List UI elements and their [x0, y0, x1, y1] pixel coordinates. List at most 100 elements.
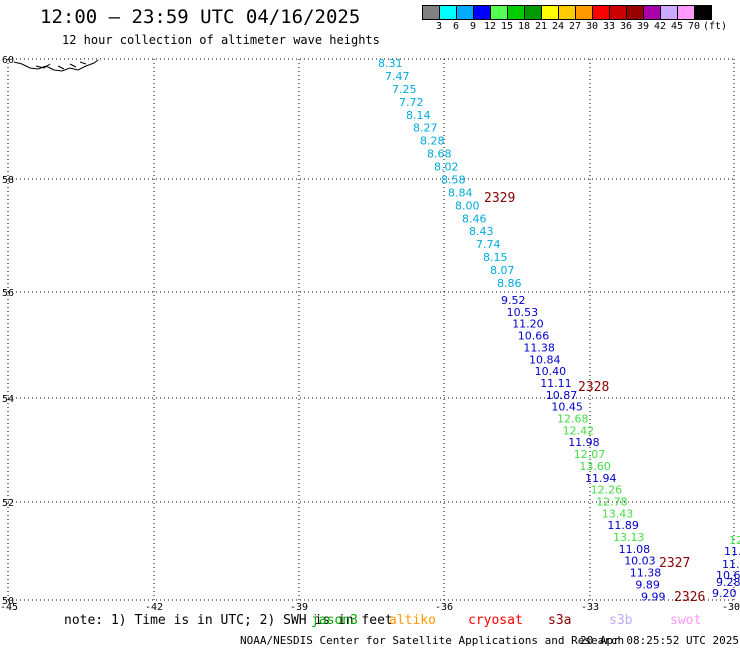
legend-unit: (ft) — [702, 21, 728, 32]
satellite-s3b: s3b — [609, 613, 633, 628]
wave-height-label: 11.08 — [619, 543, 651, 556]
satellite-altiko: altiko — [389, 613, 436, 628]
tick-label: -30 — [722, 602, 740, 612]
wave-height-label: 10.6 — [716, 569, 740, 582]
legend-label: 30 — [585, 21, 599, 32]
wave-height-label: 8.14 — [406, 109, 431, 122]
chart-title: 12:00 – 23:59 UTC 04/16/2025 — [40, 6, 361, 28]
wave-height-label: 8.15 — [483, 251, 508, 264]
color-legend: 3 6 9 12 15 18 21 24 27 30 33 36 39 42 45 70 (ft) — [422, 5, 740, 34]
legend-label: 42 — [653, 21, 667, 32]
tick-label: 60 — [2, 55, 14, 66]
wave-height-label: 10.66 — [518, 330, 550, 343]
wave-height-label: 11.20 — [512, 318, 544, 331]
tick-label: -45 — [0, 602, 18, 612]
footer-timestamp: 20 Apr 08:25:52 UTC 2025 — [580, 634, 739, 647]
wave-height-label: 8.58 — [441, 173, 466, 186]
legend-label: 36 — [619, 21, 633, 32]
wave-height-label: 7.74 — [476, 238, 501, 251]
wave-height-label: 11.11 — [540, 377, 572, 390]
wave-height-label: 12.68 — [557, 413, 589, 426]
footer-credit: NOAA/NESDIS Center for Satellite Applica… — [240, 634, 625, 647]
tick-label: 54 — [2, 394, 14, 405]
orbit-labels: 2329 2328 2327 2326 — [484, 191, 705, 605]
legend-label: 12 — [483, 21, 497, 32]
legend-label: 15 — [500, 21, 514, 32]
coastline-fragment — [13, 59, 99, 72]
legend-swatch — [694, 5, 712, 20]
wave-height-label: 9.28 — [716, 576, 740, 589]
wave-height-label: 11.38 — [523, 341, 555, 354]
orbit-number-label: 2326 — [674, 590, 705, 605]
wave-height-label: 12.42 — [563, 424, 595, 437]
tick-label: 50 — [2, 596, 14, 607]
wave-height-label: 7.25 — [392, 83, 417, 96]
wave-height-label: 7.47 — [385, 70, 410, 83]
wave-height-label: 10.87 — [546, 389, 578, 402]
coastline-fragment — [35, 61, 87, 70]
wave-height-label: 8.27 — [413, 122, 438, 135]
wave-height-label: 11.98 — [568, 436, 600, 449]
axis-tick-labels: 60 58 56 54 52 50-45 -42 -39 -36 -33 -30 — [0, 55, 740, 612]
legend-labels: 3 6 9 12 15 18 21 24 27 30 33 36 39 42 45 70 (ft) — [422, 20, 740, 34]
wave-height-label: 9.99 — [641, 590, 666, 603]
wave-height-label: 11.3 — [722, 558, 740, 571]
wave-height-label: 13.60 — [579, 460, 611, 473]
orbit-number-label: 2329 — [484, 191, 515, 206]
wave-height-label: 8.00 — [455, 199, 480, 212]
wave-height-label: 11.89 — [607, 519, 639, 532]
legend-label: 33 — [602, 21, 616, 32]
wave-height-label: 10.84 — [529, 353, 561, 366]
wave-height-label: 12.07 — [574, 448, 606, 461]
tick-label: -42 — [145, 602, 163, 612]
wave-height-label: 8.68 — [427, 148, 452, 161]
legend-label: 45 — [670, 21, 684, 32]
orbit-number-label: 2328 — [578, 380, 609, 395]
wave-height-label: 7.72 — [399, 96, 424, 109]
wave-height-label: 12 — [729, 534, 740, 547]
note-text: note: 1) Time is in UTC; 2) SWH is in fe… — [64, 613, 393, 628]
wave-height-label: 8.31 — [378, 57, 403, 70]
wave-height-label: 12.78 — [596, 495, 628, 508]
legend-label: 39 — [636, 21, 650, 32]
satellite-cryosat: cryosat — [468, 613, 523, 628]
orbit-number-label: 2327 — [659, 556, 690, 571]
legend-label: 9 — [469, 21, 477, 32]
wave-height-label: 13.43 — [602, 507, 634, 520]
satellite-swot: swot — [670, 613, 702, 628]
tick-label: -36 — [435, 602, 453, 612]
wave-height-label: 10.53 — [507, 306, 538, 319]
wave-height-label: 8.07 — [490, 264, 515, 277]
wave-height-label: 8.28 — [420, 135, 445, 148]
wave-height-label: 11.38 — [630, 567, 662, 580]
tick-label: -39 — [290, 602, 308, 612]
wave-height-label: 8.02 — [434, 161, 459, 174]
satellite-s3a: s3a — [548, 613, 572, 628]
wave-height-label: 10.40 — [535, 365, 567, 378]
wave-height-label: 10.45 — [551, 401, 583, 414]
tick-label: -33 — [581, 602, 599, 612]
tick-label: 56 — [2, 288, 14, 299]
coastline — [13, 59, 99, 72]
wave-height-label: 11.94 — [585, 472, 617, 485]
wave-height-label: 9.89 — [635, 578, 660, 591]
altimeter-track: 8.317.477.257.728.148.278.288.688.028.58… — [378, 57, 740, 603]
note-row: note: 1) Time is in UTC; 2) SWH is in fe… — [0, 613, 740, 629]
chart-subtitle: 12 hour collection of altimeter wave hei… — [62, 33, 380, 47]
legend-label: 18 — [517, 21, 531, 32]
tick-label: 58 — [2, 175, 14, 186]
legend-label: 70 — [687, 21, 701, 32]
wave-height-label: 11.3 — [724, 545, 740, 558]
legend-swatches — [422, 5, 740, 20]
legend-label: 6 — [452, 21, 460, 32]
wave-height-label: 12.26 — [591, 484, 623, 497]
wave-height-label: 8.43 — [469, 225, 494, 238]
legend-label: 24 — [551, 21, 565, 32]
wave-height-label: 9.52 — [501, 294, 526, 307]
map-grid — [7, 58, 735, 601]
legend-label: 21 — [534, 21, 548, 32]
wave-height-label: 10.03 — [624, 555, 656, 568]
wave-height-label: 13.13 — [613, 531, 645, 544]
legend-label: 27 — [568, 21, 582, 32]
